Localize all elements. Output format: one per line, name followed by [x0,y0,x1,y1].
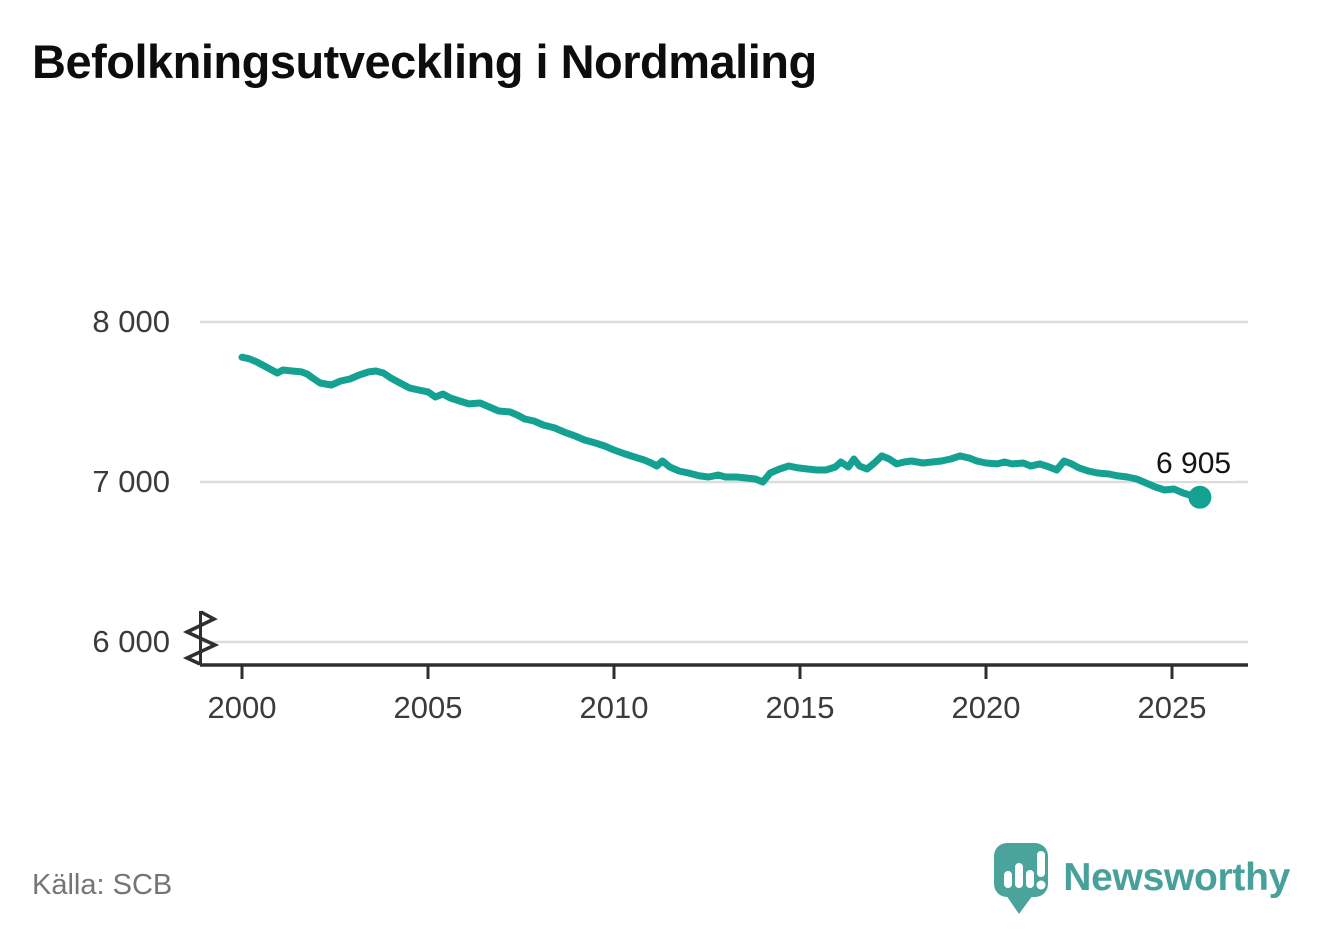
y-tick-label-6000: 6 000 [92,624,170,659]
x-tick-label-2000: 2000 [207,690,277,725]
end-value-label: 6 905 [1152,447,1236,481]
logo-bubble-tail [1006,895,1034,914]
population-line [238,353,1204,501]
logo-bar-3 [1026,870,1035,888]
newsworthy-logo: Newsworthy [993,841,1290,915]
logo-exclamation-dot [1036,880,1046,890]
line-end-dot [1188,485,1212,509]
newsworthy-logo-icon [994,843,1049,914]
x-tick-label-2010: 2010 [579,690,649,725]
y-tick-label-7000: 7 000 [92,464,170,499]
axis-break-icon [182,610,220,666]
chart-title: Befolkningsutveckling i Nordmaling [32,35,817,88]
x-tick-label-2015: 2015 [765,690,835,725]
logo-exclamation-bar [1037,851,1046,877]
y-tick-label-8000: 8 000 [92,304,170,339]
logo-bar-1 [1004,871,1013,888]
x-tick-label-2005: 2005 [393,690,463,725]
logo-bar-2 [1015,863,1024,888]
brand-name: Newsworthy [1063,856,1290,899]
source-note: Källa: SCB [32,869,173,901]
x-tick-label-2025: 2025 [1137,690,1207,725]
x-tick-label-2020: 2020 [951,690,1021,725]
